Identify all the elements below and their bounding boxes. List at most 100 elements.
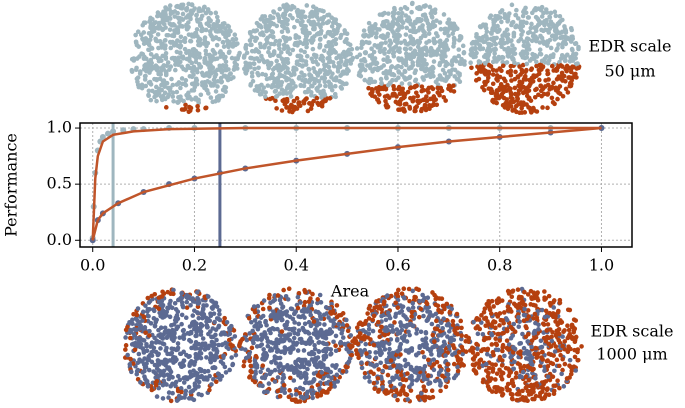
dot (129, 69, 135, 74)
dot (396, 57, 402, 62)
dot (332, 83, 338, 89)
dot (474, 71, 479, 76)
dot (397, 344, 403, 350)
dot (149, 349, 154, 355)
dot-disk (352, 286, 469, 404)
dot (508, 68, 514, 74)
dot (488, 30, 494, 36)
dot (395, 331, 401, 336)
dot (557, 84, 563, 89)
dot (272, 367, 278, 373)
dot (123, 347, 128, 352)
dot (421, 354, 427, 360)
dot (287, 51, 293, 57)
dot (247, 61, 253, 67)
dot (358, 335, 363, 340)
dot (549, 95, 555, 101)
dot (428, 74, 433, 80)
dot (563, 78, 568, 84)
dot (163, 56, 169, 61)
dot (542, 289, 547, 294)
dot (331, 321, 337, 327)
dot (393, 99, 399, 105)
dot (172, 14, 178, 19)
dot (383, 18, 389, 24)
dot (178, 97, 184, 103)
dot (513, 24, 518, 30)
dot (175, 30, 181, 35)
dot (294, 96, 300, 101)
dot (396, 26, 401, 32)
dot (493, 336, 498, 342)
dot (445, 362, 450, 367)
dot (421, 375, 427, 380)
dot (123, 343, 129, 348)
dot (399, 25, 405, 30)
dot (344, 81, 349, 87)
dot (315, 335, 320, 340)
dot (534, 63, 539, 69)
dot (272, 65, 278, 71)
dot (328, 310, 333, 315)
dot (195, 310, 201, 316)
dot (426, 31, 432, 36)
dot (474, 50, 479, 56)
dot (321, 48, 327, 53)
dot (391, 86, 397, 92)
dot (166, 328, 171, 334)
dot (425, 373, 431, 379)
dot (401, 60, 406, 66)
dot (146, 333, 152, 338)
dot (371, 380, 377, 386)
dot (302, 14, 307, 20)
dot (315, 394, 320, 399)
dot (322, 346, 328, 352)
dot (302, 299, 308, 305)
dot (497, 311, 503, 316)
dot (509, 20, 515, 26)
dot (200, 28, 205, 33)
dot (327, 95, 333, 101)
dot (146, 93, 151, 99)
dot (522, 74, 528, 80)
dot (378, 349, 384, 355)
dot (333, 343, 338, 349)
dot (187, 337, 192, 343)
dot (455, 355, 460, 360)
dot (484, 348, 490, 353)
dot (413, 77, 419, 83)
dot (515, 16, 521, 21)
dot (322, 322, 327, 327)
dot (521, 9, 526, 15)
dot (433, 311, 439, 317)
dot (223, 32, 229, 37)
dot (290, 3, 295, 9)
dot (423, 336, 429, 341)
dot (249, 345, 255, 351)
dot (294, 340, 300, 346)
dot (187, 324, 193, 329)
dot (265, 62, 271, 68)
dot (276, 63, 282, 68)
dot (373, 355, 379, 361)
dot (212, 353, 218, 359)
dot (385, 82, 391, 88)
dot (382, 71, 388, 76)
dot (281, 372, 286, 378)
dot (403, 324, 409, 330)
dot (307, 30, 312, 36)
dot (214, 337, 219, 343)
dot (541, 379, 547, 385)
dot (552, 9, 558, 15)
dot (162, 325, 168, 331)
dot (148, 33, 154, 39)
dot (162, 96, 168, 102)
dot (142, 77, 148, 82)
dot (360, 322, 365, 328)
dot (475, 331, 481, 337)
dot (183, 388, 189, 394)
dot (176, 397, 181, 402)
dot (251, 340, 256, 346)
dot (470, 51, 475, 56)
dot (232, 334, 238, 339)
